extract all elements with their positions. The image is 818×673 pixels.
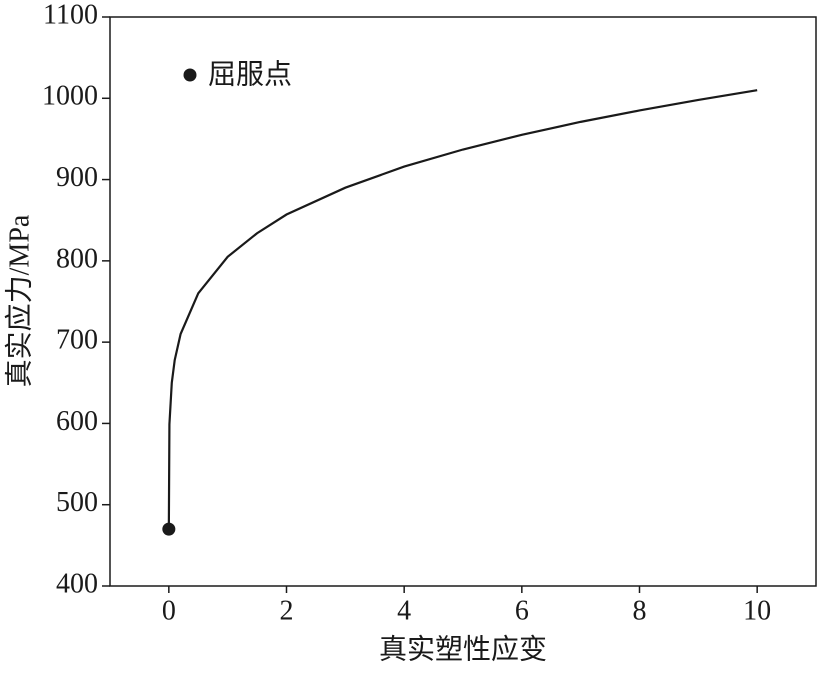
y-tick-label: 400 (56, 568, 98, 599)
x-tick-label: 2 (280, 595, 294, 626)
x-tick-label: 4 (397, 595, 411, 626)
x-tick-label: 6 (515, 595, 529, 626)
x-axis-title: 真实塑性应变 (379, 633, 547, 665)
y-tick-label: 700 (56, 325, 98, 356)
legend-marker (183, 68, 197, 82)
x-tick-label: 8 (633, 595, 647, 626)
y-tick-label: 1000 (42, 81, 98, 112)
plot-frame (109, 16, 817, 587)
y-tick-label: 800 (56, 243, 98, 274)
y-axis-title: 真实应力/MPa (3, 214, 35, 387)
legend-label: 屈服点 (208, 59, 292, 90)
y-tick-label: 600 (56, 406, 98, 437)
x-tick-label: 0 (162, 595, 176, 626)
line-series (167, 89, 758, 530)
y-tick-label: 900 (56, 162, 98, 193)
scatter-point (162, 522, 176, 536)
x-tick-label: 10 (743, 595, 771, 626)
y-tick-label: 500 (56, 487, 98, 518)
y-tick-label: 1100 (43, 0, 98, 30)
